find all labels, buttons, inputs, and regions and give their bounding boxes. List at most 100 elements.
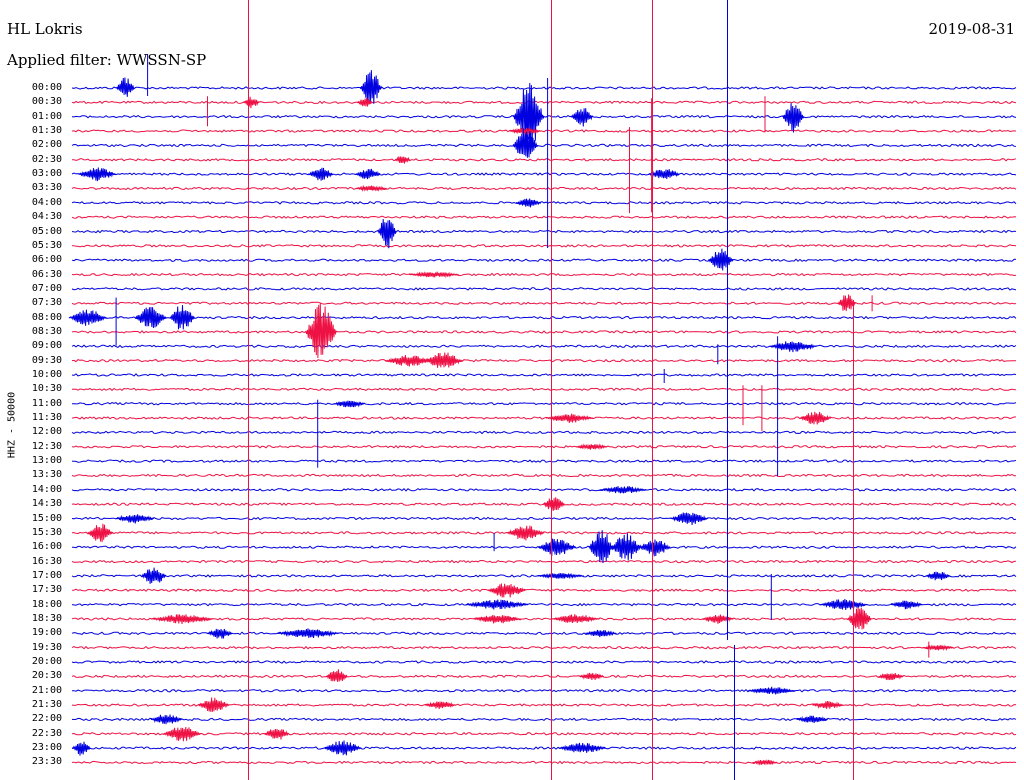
tick-label-1800: 18:00: [31, 598, 62, 610]
trace-row-0730: [71, 301, 1017, 305]
trace-row-0900: [71, 344, 1017, 349]
tick-label-1000: 10:00: [31, 369, 62, 380]
event-burst: [78, 167, 116, 182]
trace-row-1330: [71, 473, 1016, 478]
event-burst: [207, 628, 233, 639]
event-burst: [473, 614, 521, 624]
event-burst: [820, 598, 868, 610]
trace-row-0300: [71, 172, 1017, 176]
trace-row-0930: [71, 358, 1017, 363]
event-group: [68, 54, 954, 766]
event-burst: [812, 701, 844, 709]
tick-label-0930: 09:30: [31, 354, 62, 366]
trace-row-2100: [72, 688, 1017, 693]
event-burst: [509, 127, 542, 135]
tick-label-1830: 18:30: [31, 612, 62, 624]
event-burst: [487, 583, 526, 598]
event-burst: [542, 497, 565, 511]
event-burst: [71, 741, 91, 756]
event-burst: [571, 108, 594, 127]
event-burst: [769, 341, 817, 353]
event-burst: [512, 82, 545, 150]
event-burst: [87, 523, 113, 543]
event-burst: [878, 672, 904, 681]
tick-label-1700: 17:00: [31, 569, 62, 581]
tick-label-1100: 11:00: [31, 397, 62, 409]
tick-label-1730: 17:30: [31, 584, 62, 596]
tick-label-2100: 21:00: [31, 684, 62, 696]
event-burst: [552, 614, 600, 624]
tick-label-1630: 16:30: [31, 555, 62, 567]
tick-label-1500: 15:00: [31, 512, 62, 524]
event-burst: [243, 96, 260, 109]
event-burst: [355, 168, 381, 180]
trace-row-2330: [71, 760, 1017, 765]
event-burst: [115, 77, 135, 97]
event-burst: [169, 305, 195, 330]
event-burst: [638, 539, 671, 557]
event-burst: [558, 742, 606, 753]
tick-label-1330: 13:30: [31, 469, 62, 481]
tick-label-2330: 23:30: [31, 756, 62, 768]
filter-subtitle: Applied filter: WWSSN-SP: [7, 51, 207, 69]
event-burst: [890, 600, 923, 610]
event-burst: [308, 167, 334, 181]
event-burst: [116, 514, 154, 524]
event-burst: [546, 413, 594, 423]
trace-row-0200: [71, 143, 1017, 148]
tick-label-0100: 01:00: [31, 110, 62, 122]
trace-row-1930: [71, 645, 1017, 650]
tick-label-0230: 02:30: [31, 153, 62, 165]
tick-label-1400: 14:00: [31, 483, 62, 495]
event-burst: [264, 728, 290, 740]
event-burst: [922, 644, 954, 652]
tick-label-0130: 01:30: [31, 125, 62, 137]
vertical-line-group: [248, 0, 854, 780]
event-burst: [134, 306, 167, 329]
event-burst: [424, 352, 463, 368]
event-burst: [648, 169, 680, 180]
tick-label-2200: 22:00: [31, 713, 62, 725]
tick-label-2130: 21:30: [31, 699, 62, 711]
trace-row-0830: [71, 330, 1017, 334]
event-burst: [747, 686, 795, 695]
event-burst: [536, 572, 584, 580]
tick-label-2000: 20:00: [31, 656, 62, 667]
event-burst: [150, 714, 183, 725]
event-burst: [846, 607, 872, 630]
tick-label-0300: 03:00: [31, 168, 62, 180]
trace-row-0230: [72, 158, 1017, 162]
trace-row-1400: [71, 487, 1017, 492]
tick-label-0200: 02:00: [31, 139, 62, 151]
trace-row-1500: [71, 516, 1017, 521]
event-burst: [325, 669, 348, 682]
trace-row-0130: [71, 129, 1017, 133]
event-burst: [323, 740, 362, 756]
tick-label-2300: 23:00: [31, 742, 62, 754]
trace-row-1100: [71, 401, 1017, 406]
event-burst: [163, 726, 202, 742]
event-burst: [752, 759, 778, 766]
tick-label-2230: 22:30: [31, 727, 62, 739]
tick-label-0030: 00:30: [31, 96, 62, 108]
event-burst: [141, 567, 167, 584]
trace-row-0800: [71, 315, 1017, 320]
tick-label-0830: 08:30: [31, 325, 62, 337]
trace-row-0330: [71, 186, 1017, 191]
trace-row-0500: [71, 229, 1017, 234]
trace-row-0700: [71, 287, 1017, 291]
event-burst: [799, 411, 831, 425]
trace-row-0000: [71, 86, 1017, 90]
event-burst: [377, 218, 397, 249]
tick-label-1130: 11:30: [31, 412, 62, 424]
trace-row-2000: [71, 660, 1017, 664]
date-label: 2019-08-31: [928, 20, 1015, 38]
event-burst: [506, 525, 545, 541]
tick-label-1930: 19:30: [31, 641, 62, 653]
event-burst: [465, 599, 529, 610]
trace-row-1630: [71, 559, 1017, 564]
event-burst: [610, 533, 643, 561]
station-title: HL Lokris: [7, 20, 83, 38]
tick-label-0630: 06:30: [31, 268, 62, 280]
